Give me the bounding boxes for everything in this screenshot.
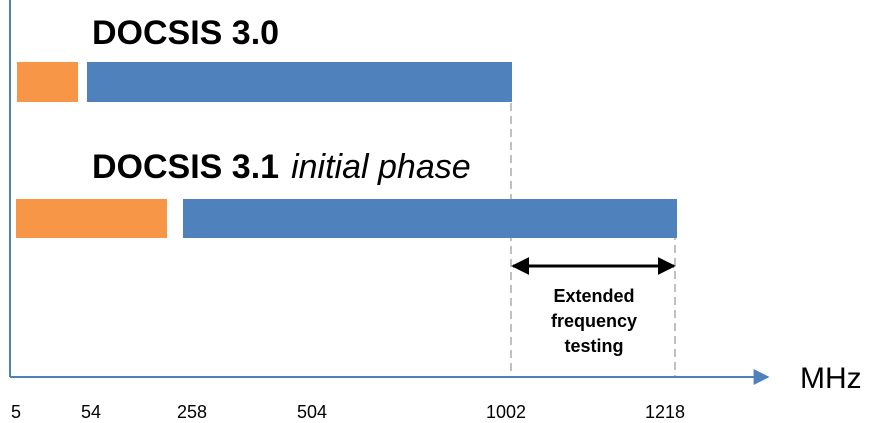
docsis-30-heading: DOCSIS 3.0 bbox=[92, 13, 279, 53]
extended-label-line-2: frequency bbox=[550, 311, 638, 331]
docsis-30-upstream-band bbox=[17, 62, 78, 102]
tick-label-504: 504 bbox=[297, 402, 328, 422]
axis-unit-label: MHz bbox=[800, 362, 862, 395]
docsis-31-title: DOCSIS 3.1 bbox=[92, 148, 280, 186]
docsis-31-downstream-band bbox=[183, 199, 677, 238]
docsis-31-upstream-band bbox=[16, 199, 167, 238]
extended-label-line-3: testing bbox=[564, 336, 624, 356]
extended-frequency-label: Extended frequency testing bbox=[514, 284, 674, 359]
tick-label-5: 5 bbox=[11, 402, 22, 422]
tick-label-258: 258 bbox=[177, 402, 208, 422]
extended-label-line-1: Extended bbox=[553, 286, 635, 306]
docsis-31-heading: DOCSIS 3.1 initial phase bbox=[92, 147, 471, 187]
tick-label-1218: 1218 bbox=[645, 402, 686, 422]
tick-label-54: 54 bbox=[81, 402, 102, 422]
docsis-30-title: DOCSIS 3.0 bbox=[92, 14, 280, 52]
docsis-31-phase: initial phase bbox=[291, 148, 471, 186]
docsis-30-downstream-band bbox=[87, 62, 512, 102]
tick-label-1002: 1002 bbox=[486, 402, 527, 422]
